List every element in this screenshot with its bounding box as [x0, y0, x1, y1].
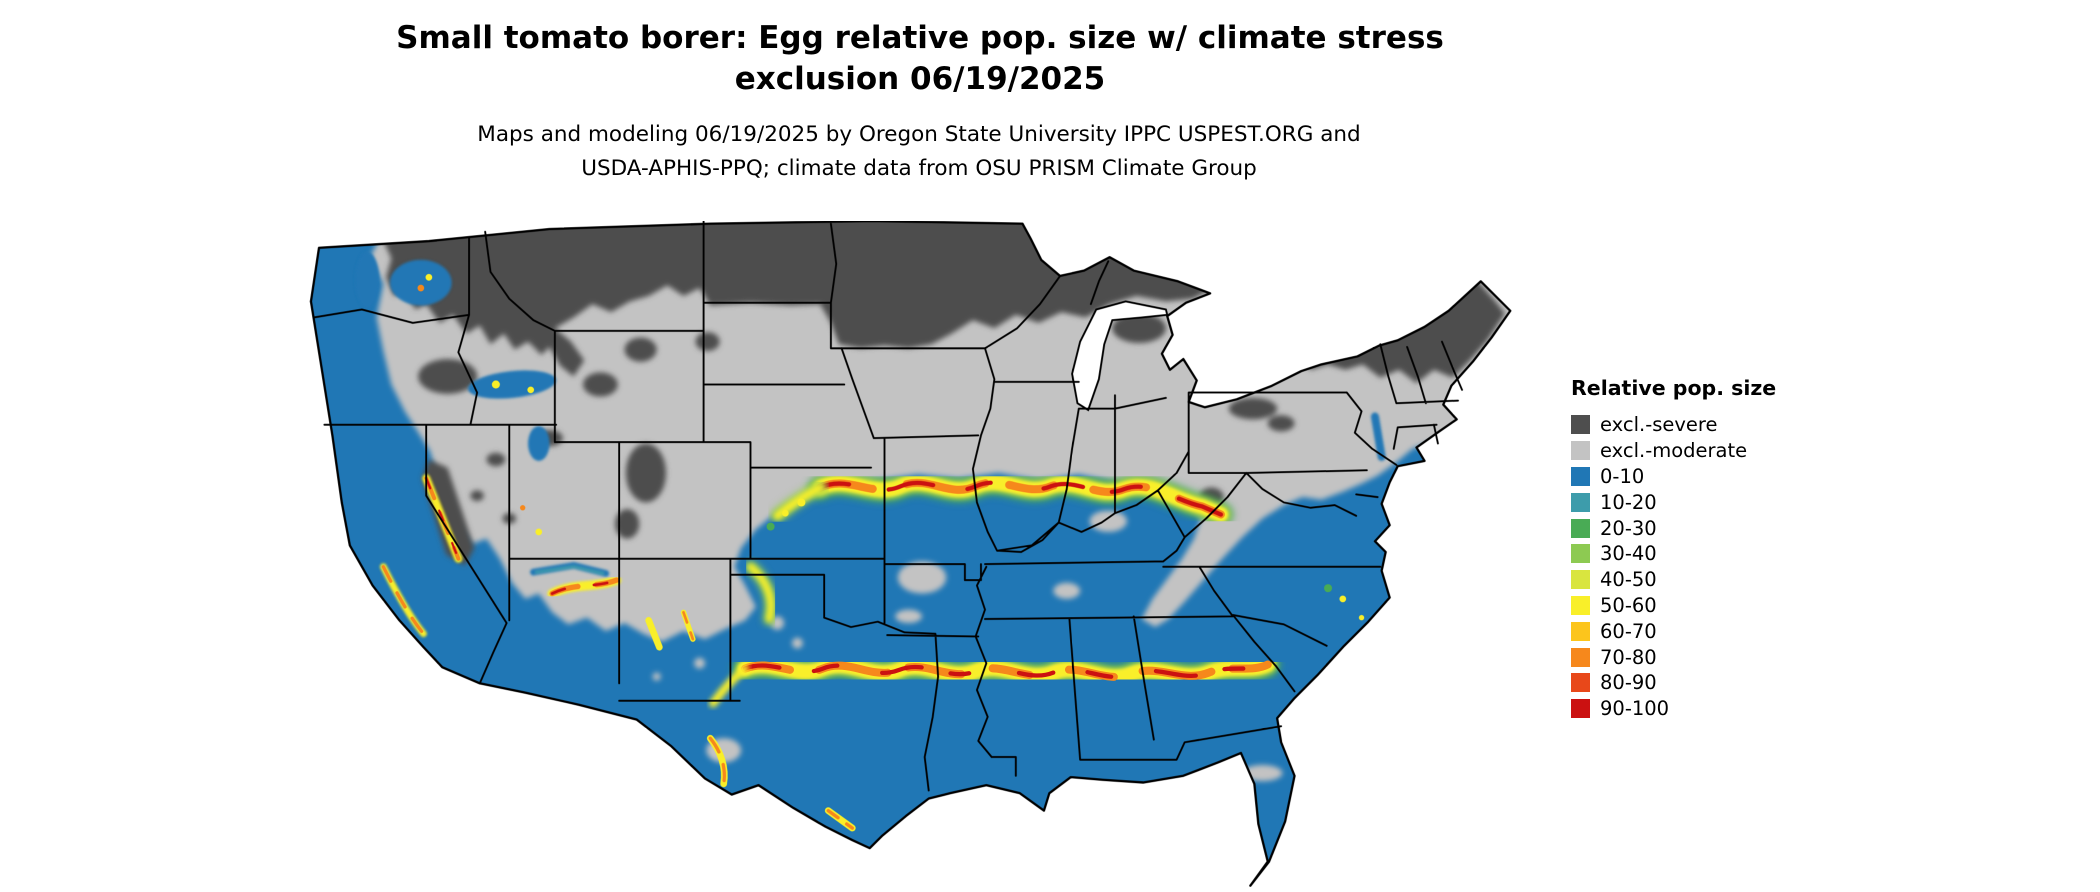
legend-item: 50-60	[1571, 593, 1891, 619]
legend-label: 50-60	[1600, 593, 1657, 617]
legend-item: 70-80	[1571, 644, 1891, 670]
legend-label: 80-90	[1600, 671, 1657, 695]
legend-swatch	[1571, 415, 1590, 435]
legend-title: Relative pop. size	[1571, 376, 1777, 400]
legend-label: 10-20	[1600, 490, 1657, 514]
raster-layers	[310, 221, 1511, 886]
legend-swatch	[1571, 570, 1590, 590]
legend-swatch	[1571, 492, 1590, 512]
legend-item: 20-30	[1571, 515, 1891, 541]
lake-michigan	[1071, 300, 1169, 412]
legend-item: 30-40	[1571, 541, 1891, 567]
legend-label: 30-40	[1600, 542, 1657, 566]
legend-label: 0-10	[1600, 464, 1645, 488]
legend-label: 70-80	[1600, 645, 1657, 669]
legend-item: 40-50	[1571, 567, 1891, 593]
legend-item: excl.-moderate	[1571, 438, 1891, 464]
map-legend: Relative pop. size excl.-severe excl.-mo…	[1571, 376, 1891, 722]
state-borders	[312, 221, 1463, 792]
layer-hot-bands	[379, 273, 1365, 878]
legend-item: 10-20	[1571, 489, 1891, 515]
subtitle-line-2: USDA-APHIS-PPQ; climate data from OSU PR…	[581, 156, 1257, 181]
legend-swatch	[1571, 621, 1590, 641]
legend-item: 60-70	[1571, 618, 1891, 644]
legend-label: 90-100	[1600, 697, 1670, 721]
legend-swatch	[1571, 699, 1590, 719]
subtitle-line-1: Maps and modeling 06/19/2025 by Oregon S…	[477, 122, 1361, 147]
figure-title: Small tomato borer: Egg relative pop. si…	[0, 18, 1840, 100]
legend-swatch	[1571, 518, 1590, 538]
legend-item: 90-100	[1571, 696, 1891, 722]
title-line-2: exclusion 06/19/2025	[734, 61, 1106, 97]
legend-swatch	[1571, 595, 1590, 615]
legend-swatch	[1571, 647, 1590, 667]
legend-label: excl.-moderate	[1600, 439, 1748, 463]
legend-swatch	[1571, 673, 1590, 693]
legend-label: 40-50	[1600, 568, 1657, 592]
legend-swatch	[1571, 466, 1590, 486]
figure-subtitle: Maps and modeling 06/19/2025 by Oregon S…	[0, 118, 1838, 186]
legend-swatch	[1571, 544, 1590, 564]
layer-blue-pockets	[355, 251, 1386, 577]
legend-item: excl.-severe	[1571, 412, 1891, 438]
legend-swatch	[1571, 441, 1590, 461]
legend-item: 80-90	[1571, 670, 1891, 696]
legend-item: 0-10	[1571, 464, 1891, 490]
us-map	[308, 221, 1528, 887]
legend-label: excl.-severe	[1600, 413, 1718, 437]
us-outline	[309, 221, 1512, 887]
legend-label: 20-30	[1600, 516, 1657, 540]
title-line-1: Small tomato borer: Egg relative pop. si…	[396, 20, 1444, 56]
legend-label: 60-70	[1600, 619, 1657, 643]
